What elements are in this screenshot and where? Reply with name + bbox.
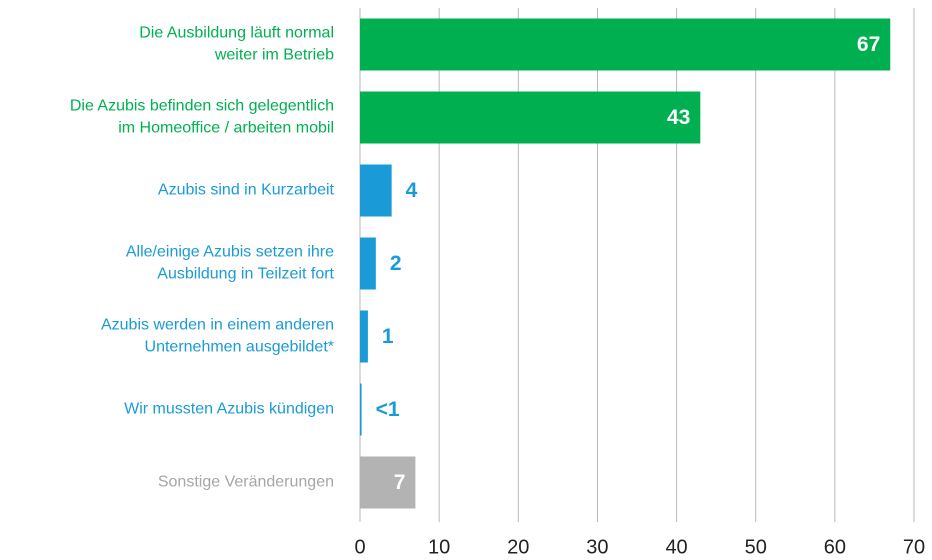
bar: [360, 18, 891, 71]
category-label: Sonstige Veränderungen: [158, 474, 334, 491]
category-label: weiter im Betrieb: [214, 47, 334, 64]
category-label: Ausbildung in Teilzeit fort: [157, 266, 334, 283]
value-label: 2: [390, 252, 402, 275]
value-label: 43: [667, 106, 690, 129]
category-label: Die Ausbildung läuft normal: [139, 25, 334, 42]
value-label: <1: [376, 398, 400, 421]
bar: [360, 310, 368, 363]
bar: [360, 383, 362, 436]
x-tick-label: 50: [745, 536, 767, 558]
category-label: Alle/einige Azubis setzen ihre: [126, 244, 334, 261]
x-tick-label: 70: [903, 536, 925, 558]
value-label: 1: [382, 325, 394, 348]
category-label: Die Azubis befinden sich gelegentlich: [70, 98, 334, 115]
category-label: Wir mussten Azubis kündigen: [124, 401, 334, 418]
x-tick-label: 0: [354, 536, 365, 558]
x-tick-label: 60: [824, 536, 846, 558]
category-label: Azubis sind in Kurzarbeit: [158, 182, 335, 199]
x-tick-label: 20: [507, 536, 529, 558]
bar: [360, 237, 376, 290]
value-label: 7: [394, 471, 406, 494]
x-tick-label: 10: [428, 536, 450, 558]
value-label: 67: [857, 33, 880, 56]
bar: [360, 91, 701, 144]
bar: [360, 456, 416, 509]
x-tick-label: 40: [665, 536, 687, 558]
category-label: im Homeoffice / arbeiten mobil: [118, 120, 334, 137]
bar: [360, 164, 392, 217]
category-label: Unternehmen ausgebildet*: [145, 339, 334, 356]
category-label: Azubis werden in einem anderen: [101, 317, 334, 334]
x-tick-label: 30: [586, 536, 608, 558]
value-label: 4: [406, 179, 418, 202]
